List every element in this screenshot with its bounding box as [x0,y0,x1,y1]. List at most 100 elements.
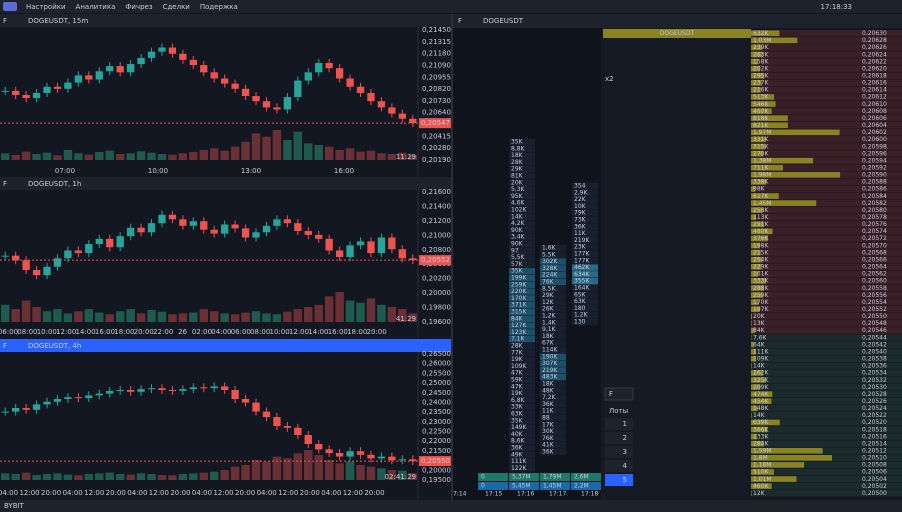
book-price[interactable]: 0,20572 [862,235,887,242]
mode-select[interactable] [604,387,634,401]
book-price[interactable]: 0,20626 [862,44,887,51]
book-price[interactable]: 0,20556 [862,292,887,299]
book-price[interactable]: 0,20608 [862,108,887,115]
candle-body [252,402,260,412]
book-price[interactable]: 0,20586 [862,186,887,193]
tape-value: 36K [574,223,587,230]
volume-bar [398,309,407,322]
book-price[interactable]: 0,20524 [862,405,887,412]
book-price[interactable]: 0,20502 [862,483,887,490]
book-price[interactable]: 0,20578 [862,214,887,221]
lot-value[interactable]: 1 [623,420,627,428]
candle-body [346,245,354,257]
book-price[interactable]: 0,20538 [862,356,887,363]
book-price[interactable]: 0,20610 [862,101,887,108]
mode-value[interactable]: F [609,390,613,398]
book-price[interactable]: 0,20612 [862,94,887,101]
book-price[interactable]: 0,20614 [862,87,887,94]
book-size: 325K [753,377,769,384]
book-price[interactable]: 0,20510 [862,455,887,462]
book-price[interactable]: 0,20584 [862,193,887,200]
book-price[interactable]: 0,20544 [862,334,887,341]
tape-total: 2,2M [574,483,589,490]
book-price[interactable]: 0,20602 [862,129,887,136]
book-price[interactable]: 0,20512 [862,448,887,455]
book-price[interactable]: 0,20504 [862,476,887,483]
book-price[interactable]: 0,20618 [862,72,887,79]
chart-title[interactable]: DOGEUSDT, 15m [28,17,88,25]
lot-value[interactable]: 5 [623,476,627,484]
time-label: 26 [178,328,187,336]
menu-item[interactable]: Сделки [163,3,190,11]
book-price[interactable]: 0,20534 [862,370,887,377]
book-price[interactable]: 0,20548 [862,320,887,327]
book-price[interactable]: 0,20616 [862,80,887,87]
book-price[interactable]: 0,20528 [862,391,887,398]
book-price[interactable]: 0,20564 [862,264,887,271]
book-price[interactable]: 0,20620 [862,65,887,72]
book-price[interactable]: 0,20630 [862,30,887,37]
price-label: 0,26000 [422,360,451,368]
book-price[interactable]: 0,20570 [862,242,887,249]
lot-button[interactable] [605,418,633,430]
lot-value[interactable]: 2 [623,434,627,442]
tape-value: 41K [542,442,555,449]
lot-button[interactable] [605,474,633,486]
book-price[interactable]: 0,20596 [862,150,887,157]
book-price[interactable]: 0,20542 [862,341,887,348]
lot-value[interactable]: 3 [623,448,627,456]
book-price[interactable]: 0,20594 [862,157,887,164]
lot-value[interactable]: 4 [623,462,628,470]
lot-button[interactable] [605,460,633,472]
book-price[interactable]: 0,20522 [862,412,887,419]
time-label: 20:00 [364,489,384,497]
book-price[interactable]: 0,20560 [862,278,887,285]
menu-item[interactable]: Фичрез [125,3,152,11]
book-price[interactable]: 0,20604 [862,122,887,129]
book-price[interactable]: 0,20550 [862,313,887,320]
lot-button[interactable] [605,432,633,444]
book-price[interactable]: 0,20606 [862,115,887,122]
book-price[interactable]: 0,20520 [862,419,887,426]
lot-button[interactable] [605,446,633,458]
book-price[interactable]: 0,20526 [862,398,887,405]
book-price[interactable]: 0,20628 [862,37,887,44]
book-price[interactable]: 0,20568 [862,249,887,256]
book-price[interactable]: 0,20558 [862,285,887,292]
chart-title[interactable]: DOGEUSDT, 4h [28,342,81,350]
book-price[interactable]: 0,20546 [862,327,887,334]
book-price[interactable]: 0,20622 [862,58,887,65]
book-price[interactable]: 0,20500 [862,490,887,497]
book-price[interactable]: 0,20552 [862,306,887,313]
book-price[interactable]: 0,20580 [862,207,887,214]
book-price[interactable]: 0,20598 [862,143,887,150]
book-price[interactable]: 0,20554 [862,299,887,306]
menu-item[interactable]: Аналитика [76,3,116,11]
book-price[interactable]: 0,20536 [862,363,887,370]
book-price[interactable]: 0,20540 [862,348,887,355]
book-price[interactable]: 0,20562 [862,271,887,278]
menu-item[interactable]: Настройки [26,3,66,11]
tape-value: 17K [542,421,555,428]
book-price[interactable]: 0,20624 [862,51,887,58]
book-price[interactable]: 0,20506 [862,469,887,476]
book-price[interactable]: 0,20576 [862,221,887,228]
book-price[interactable]: 0,20508 [862,462,887,469]
book-price[interactable]: 0,20514 [862,440,887,447]
book-price[interactable]: 0,20588 [862,179,887,186]
book-price[interactable]: 0,20566 [862,256,887,263]
volume-bar [63,313,73,322]
book-price[interactable]: 0,20574 [862,228,887,235]
book-price[interactable]: 0,20532 [862,377,887,384]
book-price[interactable]: 0,20518 [862,426,887,433]
menu-item[interactable]: Подержка [200,3,238,11]
book-title[interactable]: DOGEUSDT [483,17,524,25]
tape-cell [509,329,535,336]
book-price[interactable]: 0,20590 [862,172,887,179]
chart-title[interactable]: DOGEUSDT, 1h [28,180,81,188]
book-price[interactable]: 0,20582 [862,200,887,207]
book-price[interactable]: 0,20600 [862,136,887,143]
book-price[interactable]: 0,20516 [862,433,887,440]
book-price[interactable]: 0,20530 [862,384,887,391]
book-price[interactable]: 0,20592 [862,164,887,171]
